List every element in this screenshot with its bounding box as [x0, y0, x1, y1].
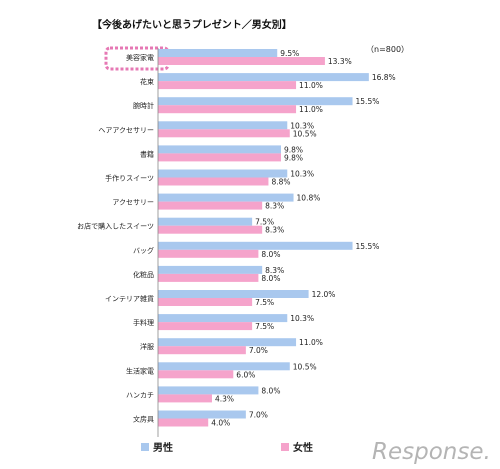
female-bar — [158, 153, 281, 162]
female-bar — [158, 225, 263, 234]
male-legend-label: 男性 — [153, 441, 173, 454]
category-label: 花束 — [140, 77, 154, 86]
female-bar — [158, 370, 234, 379]
category-label: ハンカチ — [126, 391, 154, 399]
female-value-label: 8.8% — [271, 178, 290, 187]
female-value-label: 9.8% — [284, 153, 303, 162]
male-value-label: 12.0% — [312, 290, 336, 299]
female-bar — [158, 105, 297, 114]
category-label: 文房具 — [133, 415, 154, 424]
female-value-label: 8.3% — [265, 226, 284, 235]
category-label: バッグ — [133, 246, 154, 255]
female-bar — [158, 129, 290, 138]
female-value-label: 6.0% — [236, 370, 255, 379]
female-value-label: 11.0% — [299, 81, 323, 90]
male-bar — [158, 386, 259, 395]
male-bar — [158, 314, 288, 323]
male-value-label: 7.0% — [249, 411, 268, 420]
female-value-label: 8.0% — [261, 250, 280, 259]
female-value-label: 8.3% — [265, 202, 284, 211]
male-bar — [158, 73, 369, 82]
female-bar — [158, 273, 259, 282]
male-bar — [158, 265, 263, 274]
male-bar — [158, 97, 353, 106]
female-value-label: 13.3% — [328, 57, 352, 66]
female-bar — [158, 346, 246, 355]
male-value-label: 11.0% — [299, 338, 323, 347]
category-label: 洋服 — [140, 342, 154, 351]
male-bar — [158, 362, 290, 371]
male-bar — [158, 121, 288, 130]
male-value-label: 15.5% — [356, 242, 380, 251]
male-bar — [158, 290, 309, 298]
female-value-label: 10.5% — [293, 129, 317, 138]
female-legend-label: 女性 — [293, 441, 313, 454]
male-value-label: 8.3% — [265, 266, 284, 275]
female-value-label: 8.0% — [261, 274, 280, 283]
plot-area: 美容家電 9.5% 13.3% 花束 16.8% 11.0% 腕時計 15.5% 11.0% ヘア… — [77, 46, 396, 428]
male-value-label: 15.5% — [356, 97, 380, 106]
female-bar — [158, 394, 212, 403]
female-bar — [158, 57, 325, 65]
male-value-label: 7.5% — [255, 218, 274, 227]
male-bar — [158, 169, 288, 178]
male-value-label: 8.0% — [261, 386, 280, 395]
male-value-label: 10.5% — [293, 362, 317, 371]
female-value-label: 7.0% — [249, 346, 268, 355]
female-value-label: 7.5% — [255, 298, 274, 307]
female-bar — [158, 418, 209, 427]
male-bar — [158, 145, 281, 154]
male-bar — [158, 217, 253, 226]
category-label: ヘアアクセサリー — [98, 126, 154, 134]
male-value-label: 10.8% — [297, 194, 321, 203]
male-bar — [158, 338, 297, 347]
female-value-label: 11.0% — [299, 105, 323, 114]
category-label: お店で購入したスイーツ — [77, 222, 154, 231]
female-bar — [158, 201, 263, 210]
female-bar — [158, 298, 253, 306]
male-bar — [158, 410, 246, 419]
category-label: アクセサリー — [112, 199, 154, 207]
legend: 男性 女性 — [141, 441, 313, 454]
category-label: 化粧品 — [133, 270, 154, 279]
response-logo: Response. — [372, 439, 491, 465]
category-label: 生活家電 — [126, 366, 154, 375]
female-value-label: 4.0% — [211, 419, 230, 428]
male-bar — [158, 193, 294, 202]
female-bar — [158, 322, 253, 331]
category-label: 腕時計 — [133, 101, 154, 110]
male-value-label: 16.8% — [372, 73, 396, 82]
female-bar — [158, 249, 259, 258]
male-legend-swatch — [141, 443, 149, 451]
female-bar — [158, 81, 297, 90]
male-value-label: 10.3% — [290, 170, 314, 179]
female-value-label: 4.3% — [215, 394, 234, 403]
female-value-label: 7.5% — [255, 322, 274, 331]
category-label: 手作りスイーツ — [105, 174, 154, 183]
male-bar — [158, 49, 278, 57]
response-logo-text: Response. — [372, 439, 491, 465]
category-label: 美容家電 — [126, 53, 154, 62]
category-label: 書籍 — [140, 149, 154, 158]
chart-title: 【今後あげたいと思うプレゼント／男女別】 — [92, 18, 292, 31]
male-value-label: 10.3% — [290, 121, 314, 130]
category-label: インテリア雑貨 — [105, 294, 154, 303]
male-bar — [158, 241, 353, 250]
female-bar — [158, 177, 269, 186]
female-legend-swatch — [281, 443, 289, 451]
male-value-label: 9.5% — [280, 49, 299, 58]
male-value-label: 10.3% — [290, 314, 314, 323]
male-value-label: 9.8% — [284, 145, 303, 154]
category-label: 手料理 — [133, 318, 154, 327]
sample-size-note: （n=800） — [366, 45, 409, 54]
